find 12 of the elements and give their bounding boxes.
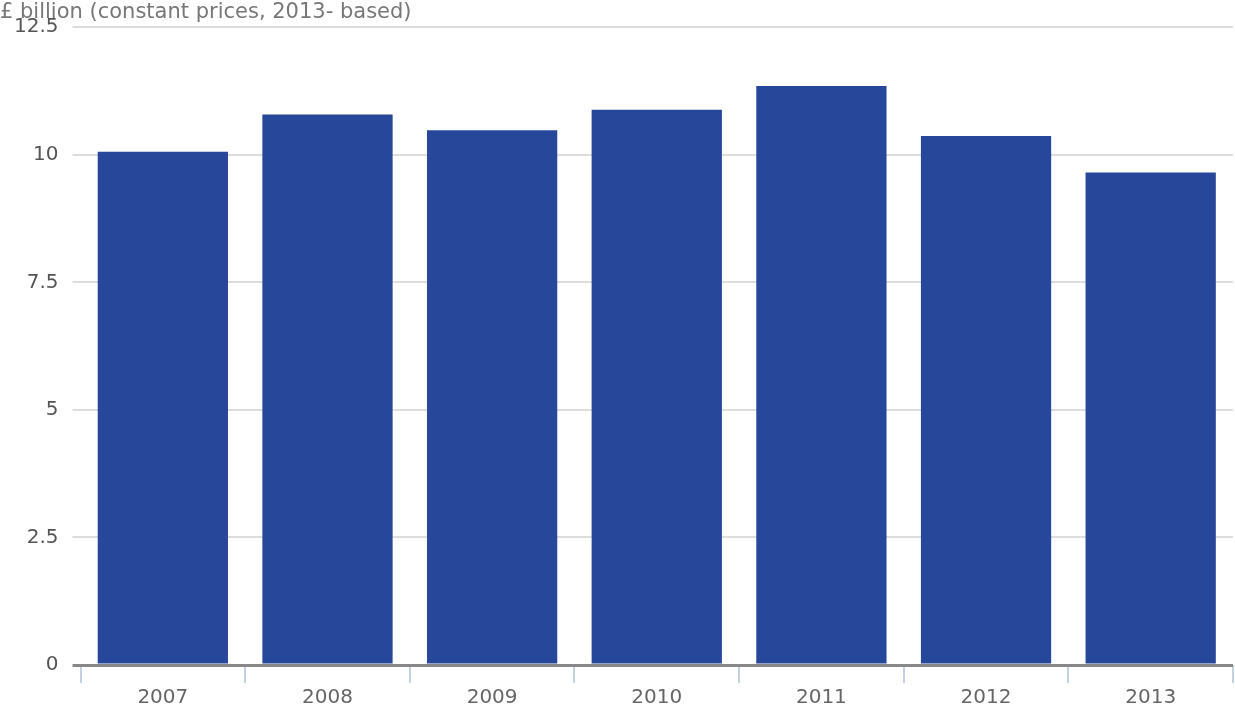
x-tick-label: 2010 — [631, 684, 683, 709]
y-tick-label: 10 — [33, 140, 59, 165]
x-tick-label: 2009 — [466, 684, 518, 709]
y-tick-label: 5 — [45, 396, 59, 421]
x-tick-label: 2011 — [795, 684, 847, 709]
y-tick-label: 0 — [45, 651, 59, 676]
x-tick-label: 2008 — [302, 684, 353, 709]
x-tick-label: 2013 — [1125, 684, 1177, 709]
y-tick-label: 2.5 — [26, 523, 59, 548]
y-tick-label: 7.5 — [26, 268, 59, 293]
x-tick-label: 2012 — [960, 684, 1012, 709]
x-tick-label: 2007 — [137, 684, 189, 709]
